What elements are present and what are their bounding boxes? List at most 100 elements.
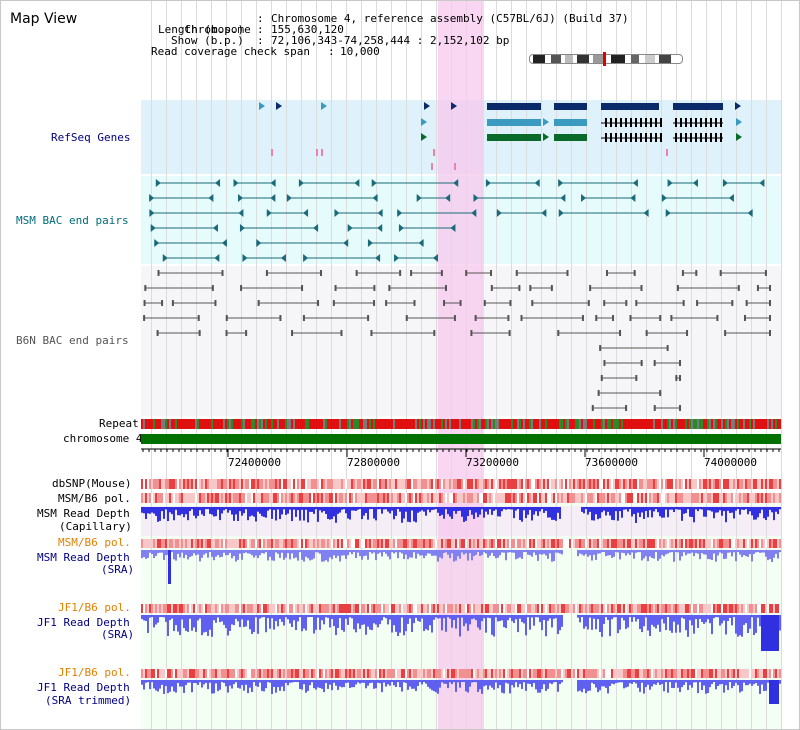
msm-sra-depth-bar: [307, 550, 309, 559]
jf1-b6-pol-trimmed-heat-cell: [413, 669, 415, 678]
msm-b6-pol-heat-cell: [755, 493, 757, 503]
grid-line: [391, 1, 392, 729]
jf1-trimmed-depth-bar: [607, 680, 609, 694]
dbsnp-heat-cell: [335, 479, 337, 489]
jf1-sra-depth-bar: [427, 615, 429, 631]
repeat-segment: [653, 419, 655, 429]
jf1-b6-pol-heat-cell: [295, 604, 297, 613]
jf1-sra-depth-bar: [429, 615, 431, 626]
msm-b6-pol-sra-heat-cell: [631, 539, 633, 548]
jf1-sra-depth-bar: [249, 615, 251, 630]
msm-capillary-depth-bar: [551, 507, 553, 520]
dbsnp-heat-cell: [271, 479, 273, 489]
jf1-b6-pol-trimmed-heat-cell: [155, 669, 157, 678]
jf1-b6-pol-trimmed-heat-cell: [701, 669, 703, 678]
jf1-sra-depth-bar: [517, 615, 519, 633]
jf1-b6-pol-heat-cell: [519, 604, 521, 613]
jf1-b6-pol-trimmed-heat-cell: [723, 669, 725, 678]
jf1-b6-pol-heat-cell: [245, 604, 247, 613]
msm-b6-pol-heat-cell: [217, 493, 219, 503]
msm-sra-depth-bar: [205, 550, 207, 554]
jf1-trimmed-depth-bar: [223, 680, 225, 683]
msm-b6-pol-heat-cell: [341, 493, 343, 503]
msm-b6-pol-sra-heat-cell: [383, 539, 385, 548]
msm-sra-depth-bar: [475, 550, 477, 555]
repeat-segment: [733, 419, 735, 429]
jf1-b6-pol-heat-cell: [427, 604, 429, 613]
msm-b6-pol-sra-heat-cell: [767, 539, 769, 548]
jf1-b6-pol-trimmed-heat-cell: [719, 669, 721, 678]
jf1-sra-depth-bar: [195, 615, 197, 632]
repeat-segment: [683, 419, 685, 429]
jf1-b6-pol-trimmed-heat-cell: [615, 669, 617, 678]
jf1-sra-depth-bar: [503, 615, 505, 628]
jf1-b6-pol-trimmed-heat-cell: [297, 669, 299, 678]
jf1-sra-depth-bar: [545, 615, 547, 637]
msm-sra-depth-bar: [489, 550, 491, 556]
chromosome-ideogram[interactable]: [529, 52, 683, 66]
msm-bac-end: [215, 179, 221, 187]
jf1-sra-depth-bar: [475, 615, 477, 621]
repeat-segment: [643, 419, 645, 429]
jf1-trimmed-depth-bar: [503, 680, 505, 694]
msm-capillary-depth-bar: [317, 507, 319, 522]
repeat-segment: [203, 419, 205, 429]
jf1-trimmed-depth-bar: [235, 680, 237, 683]
msm-b6-pol-heat-cell: [679, 493, 681, 503]
jf1-trimmed-depth-bar: [729, 680, 731, 683]
msm-b6-pol-sra-heat-cell: [685, 539, 687, 548]
msm-b6-pol-sra-heat-cell: [265, 539, 267, 548]
dbsnp-heat-cell: [141, 479, 143, 489]
jf1-sra-depth-bar: [389, 615, 391, 620]
msm-sra-depth-bar: [675, 550, 677, 553]
jf1-trimmed-depth-bar: [745, 680, 747, 686]
jf1-sra-depth-bar: [215, 615, 217, 623]
msm-sra-depth-bar: [645, 550, 647, 557]
jf1-sra-depth-bar: [229, 615, 231, 631]
msm-sra-depth-spike: [168, 550, 171, 584]
jf1-b6-pol-trimmed-heat-cell: [427, 669, 429, 678]
jf1-trimmed-depth-bar: [269, 680, 271, 683]
msm-b6-pol-heat-cell: [527, 493, 529, 503]
repeat-segment: [729, 419, 731, 429]
jf1-sra-depth-bar: [747, 615, 749, 633]
jf1-trimmed-depth-bar: [369, 680, 371, 684]
jf1-b6-pol-heat-cell: [235, 604, 237, 613]
dbsnp-heat-cell: [743, 479, 745, 489]
msm-b6-pol-heat-cell: [707, 493, 709, 503]
jf1-b6-pol-trimmed-heat-cell: [493, 669, 495, 678]
jf1-b6-pol-trimmed-heat-cell: [451, 669, 453, 678]
refseq-exon: [715, 118, 717, 127]
msm-capillary-depth-bar: [269, 507, 271, 510]
dbsnp-heat-cell: [433, 479, 435, 489]
jf1-trimmed-depth-bar: [663, 680, 665, 692]
dbsnp-heat-cell: [267, 479, 269, 489]
jf1-sra-depth-bar: [607, 615, 609, 620]
jf1-sra-depth-bar: [743, 615, 745, 625]
msm-b6-pol-heat-cell: [285, 493, 287, 503]
dbsnp-heat-cell: [199, 479, 201, 489]
jf1-b6-pol-trimmed-heat-cell: [651, 669, 653, 678]
dbsnp-heat-cell: [317, 479, 319, 489]
refseq-marker: [433, 149, 435, 156]
repeat-segment: [249, 419, 251, 429]
msm-b6-pol-heat-cell: [739, 493, 741, 503]
msm-capillary-depth-bar: [647, 507, 649, 518]
msm-b6-pol-heat-cell: [661, 493, 663, 503]
msm-b6-pol-sra-heat-cell: [341, 539, 343, 548]
jf1-trimmed-depth-bar: [275, 680, 277, 693]
dbsnp-heat-cell: [773, 479, 775, 489]
jf1-sra-depth-bar: [731, 615, 733, 626]
jf1-trimmed-depth-bar: [361, 680, 363, 683]
dbsnp-heat-cell: [689, 479, 691, 489]
msm-b6-pol-heat-cell: [617, 493, 619, 503]
b6n-bac-end: [659, 390, 662, 396]
msm-sra-depth-bar: [717, 550, 719, 556]
msm-capillary-depth-bar: [327, 507, 329, 519]
dbsnp-heat-cell: [505, 479, 507, 489]
jf1-sra-depth-bar: [449, 615, 451, 619]
msm-bac-end: [630, 194, 636, 202]
refseq-exon: [645, 118, 647, 127]
ideogram-position-marker: [603, 52, 606, 66]
